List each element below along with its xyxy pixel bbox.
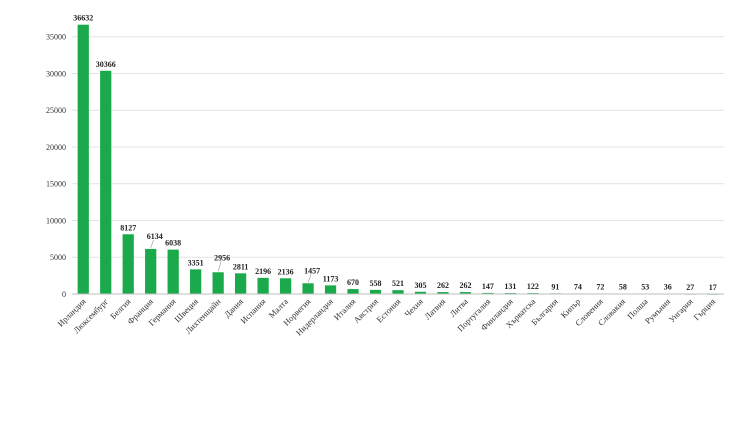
data-label: 2136: [278, 267, 294, 276]
data-label: 558: [370, 279, 382, 288]
bar: [100, 70, 112, 295]
bar: [167, 249, 179, 294]
bar: [459, 292, 472, 294]
y-tick-label: 35000: [46, 33, 66, 42]
leader-line: [150, 239, 154, 249]
bar: [190, 269, 202, 294]
data-label: 36632: [73, 14, 93, 23]
bar: [437, 292, 449, 294]
data-label: 91: [551, 282, 559, 291]
category-labels: ИрландияЛюксембургБелгияФранцияГерманияШ…: [55, 296, 717, 338]
gridlines: [72, 36, 724, 258]
bar: [235, 273, 247, 294]
data-label: 74: [574, 282, 582, 291]
data-label: 72: [596, 282, 604, 291]
bar: [324, 285, 337, 294]
bar: [257, 277, 269, 294]
bar: [212, 272, 224, 294]
bar: [347, 289, 359, 294]
bars: [77, 24, 719, 295]
bar: [77, 24, 89, 295]
leader-line: [217, 261, 222, 272]
bar: [122, 234, 134, 294]
category-label: Естония: [374, 296, 402, 324]
label-leader-lines: [150, 239, 312, 283]
category-label: Румъния: [643, 296, 673, 326]
bar: [302, 283, 314, 294]
category-label: Чехия: [402, 296, 425, 319]
data-label: 122: [527, 282, 539, 291]
y-tick-label: 25000: [46, 106, 66, 115]
y-tick-label: 20000: [46, 143, 66, 152]
data-label: 670: [347, 278, 359, 287]
category-label: Испания: [238, 296, 267, 325]
bar: [145, 248, 157, 294]
y-tick-label: 10000: [46, 216, 66, 225]
bar: [279, 278, 292, 294]
data-label: 2811: [233, 262, 249, 271]
bar: [482, 292, 494, 294]
data-label: 6134: [147, 232, 163, 241]
data-label: 1173: [323, 274, 339, 283]
data-label: 8127: [120, 223, 136, 232]
data-label: 521: [392, 279, 404, 288]
bar: [414, 291, 427, 294]
data-label: 27: [686, 283, 694, 292]
data-label: 262: [459, 281, 471, 290]
data-label: 305: [414, 281, 426, 290]
category-label: Латвия: [422, 296, 447, 321]
data-label: 58: [619, 283, 627, 292]
data-label: 30366: [96, 60, 116, 69]
data-label: 262: [437, 281, 449, 290]
data-label: 6038: [165, 239, 181, 248]
data-label: 1457: [304, 266, 320, 275]
leader-line: [307, 274, 312, 283]
y-tick-label: 0: [62, 290, 66, 299]
category-label: Гърция: [691, 296, 717, 322]
data-label: 3351: [188, 258, 204, 267]
y-tick-label: 15000: [46, 180, 66, 189]
y-tick-label: 5000: [50, 253, 66, 262]
data-label: 2196: [255, 267, 271, 276]
y-tick-label: 30000: [46, 69, 66, 78]
data-label: 53: [641, 283, 649, 292]
category-label: Унгария: [667, 296, 695, 324]
data-label: 131: [504, 282, 516, 291]
bar: [369, 289, 382, 294]
bar: [392, 290, 404, 294]
data-label: 2956: [214, 253, 230, 262]
y-axis-ticks: 0 5000 10000 15000 20000 25000 30000 35000: [46, 33, 66, 299]
data-label: 17: [709, 283, 717, 292]
category-label: Австрия: [351, 296, 380, 325]
data-label: 147: [482, 282, 494, 291]
data-label: 36: [664, 283, 672, 292]
